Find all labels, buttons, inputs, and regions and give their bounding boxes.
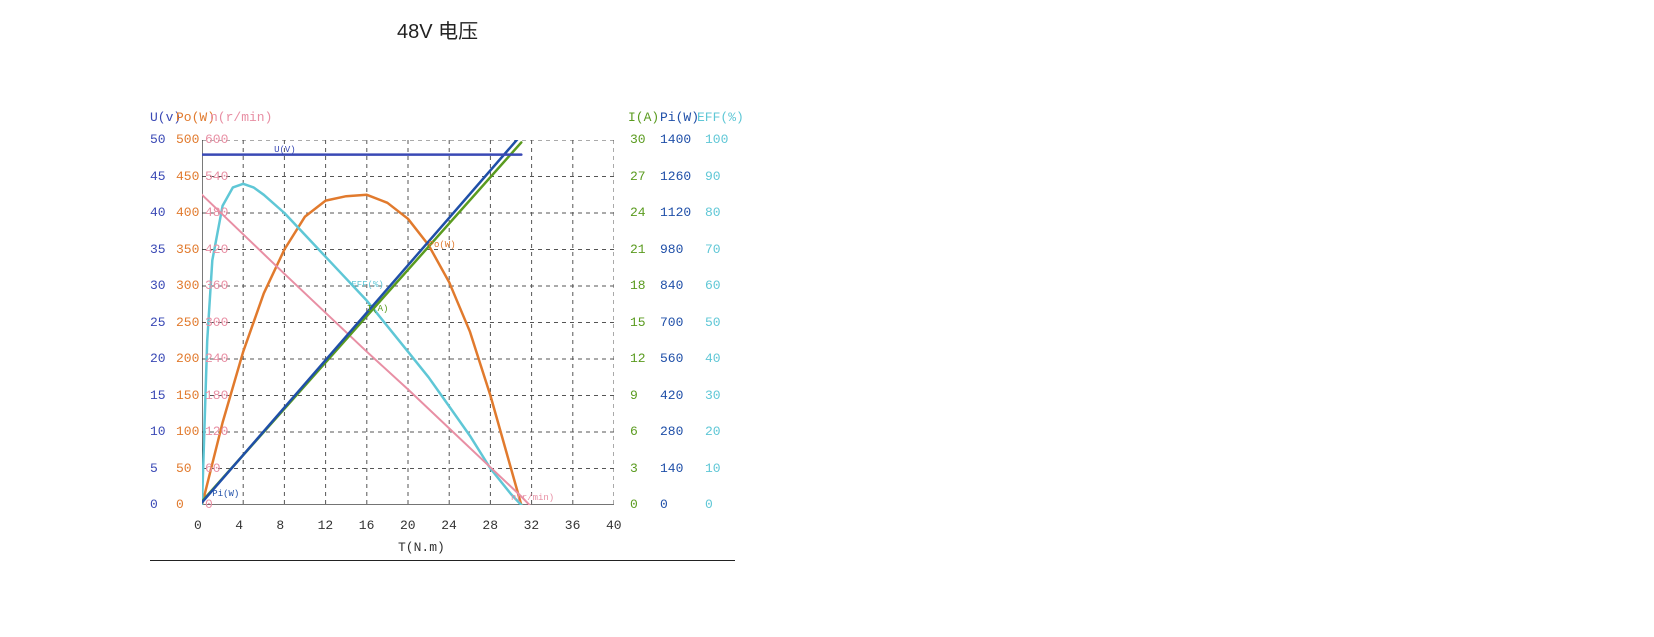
curve-label-Pi: Pi(W)	[212, 489, 239, 499]
axis-header-n: n(r/min)	[210, 110, 272, 125]
ytick-EFF: 60	[705, 278, 721, 293]
ytick-I: 12	[630, 351, 646, 366]
xtick: 12	[318, 518, 334, 533]
xtick: 16	[359, 518, 375, 533]
ytick-Pi: 980	[660, 242, 683, 257]
ytick-Pi: 1260	[660, 169, 691, 184]
ytick-Po: 200	[176, 351, 199, 366]
ytick-EFF: 50	[705, 315, 721, 330]
ytick-EFF: 70	[705, 242, 721, 257]
xtick: 28	[482, 518, 498, 533]
ytick-I: 27	[630, 169, 646, 184]
ytick-n: 600	[205, 132, 228, 147]
ytick-Pi: 1400	[660, 132, 691, 147]
ytick-U: 0	[150, 497, 158, 512]
ytick-U: 40	[150, 205, 166, 220]
ytick-U: 45	[150, 169, 166, 184]
ytick-Po: 50	[176, 461, 192, 476]
ytick-U: 20	[150, 351, 166, 366]
ytick-I: 18	[630, 278, 646, 293]
curve-n	[202, 195, 530, 505]
xtick: 36	[565, 518, 581, 533]
ytick-U: 35	[150, 242, 166, 257]
ytick-Po: 150	[176, 388, 199, 403]
ytick-Po: 350	[176, 242, 199, 257]
ytick-U: 15	[150, 388, 166, 403]
xtick: 24	[441, 518, 457, 533]
xtick: 32	[524, 518, 540, 533]
ytick-Po: 450	[176, 169, 199, 184]
xtick: 0	[194, 518, 202, 533]
curve-label-EFF: EFF(%)	[351, 280, 383, 290]
ytick-EFF: 40	[705, 351, 721, 366]
ytick-U: 25	[150, 315, 166, 330]
ytick-I: 21	[630, 242, 646, 257]
ytick-I: 6	[630, 424, 638, 439]
bottom-rule	[150, 560, 735, 561]
xtick: 20	[400, 518, 416, 533]
ytick-Po: 500	[176, 132, 199, 147]
axis-header-Pi: Pi(W)	[660, 110, 699, 125]
ytick-EFF: 0	[705, 497, 713, 512]
ytick-I: 3	[630, 461, 638, 476]
ytick-I: 0	[630, 497, 638, 512]
curve-label-n: n(r/min)	[511, 493, 554, 503]
ytick-EFF: 10	[705, 461, 721, 476]
ytick-I: 15	[630, 315, 646, 330]
ytick-EFF: 30	[705, 388, 721, 403]
xtick: 4	[235, 518, 243, 533]
ytick-n: 300	[205, 315, 228, 330]
ytick-I: 24	[630, 205, 646, 220]
ytick-Po: 400	[176, 205, 199, 220]
ytick-Pi: 560	[660, 351, 683, 366]
page: 48V 电压 Po(W)EFF(%)n(r/min)I(A)Pi(W)U(V) …	[0, 0, 1654, 637]
x-axis-title: T(N.m)	[398, 540, 445, 555]
ytick-Po: 250	[176, 315, 199, 330]
ytick-I: 9	[630, 388, 638, 403]
ytick-U: 10	[150, 424, 166, 439]
page-title: 48V 电压	[397, 15, 478, 44]
ytick-I: 30	[630, 132, 646, 147]
chart-svg	[202, 140, 614, 505]
curve-label-Po: Po(W)	[429, 240, 456, 250]
ytick-n: 180	[205, 388, 228, 403]
axis-header-EFF: EFF(%)	[697, 110, 744, 125]
xtick: 8	[276, 518, 284, 533]
ytick-Pi: 280	[660, 424, 683, 439]
xtick: 40	[606, 518, 622, 533]
ytick-U: 50	[150, 132, 166, 147]
ytick-n: 60	[205, 461, 221, 476]
ytick-Pi: 140	[660, 461, 683, 476]
ytick-U: 30	[150, 278, 166, 293]
ytick-EFF: 80	[705, 205, 721, 220]
ytick-Po: 0	[176, 497, 184, 512]
curve-label-I: I(A)	[367, 304, 389, 314]
ytick-Po: 100	[176, 424, 199, 439]
axis-header-I: I(A)	[628, 110, 659, 125]
curve-label-U: U(V)	[274, 145, 296, 155]
ytick-Pi: 700	[660, 315, 683, 330]
ytick-n: 240	[205, 351, 228, 366]
ytick-n: 540	[205, 169, 228, 184]
chart-container: Po(W) EFF(%) n(r/min) I(A) Pi(W) U(V)	[202, 140, 614, 505]
ytick-U: 5	[150, 461, 158, 476]
ytick-Pi: 1120	[660, 205, 691, 220]
ytick-n: 120	[205, 424, 228, 439]
ytick-n: 0	[205, 497, 213, 512]
ytick-n: 420	[205, 242, 228, 257]
ytick-n: 360	[205, 278, 228, 293]
ytick-EFF: 20	[705, 424, 721, 439]
ytick-Pi: 840	[660, 278, 683, 293]
ytick-EFF: 90	[705, 169, 721, 184]
ytick-Po: 300	[176, 278, 199, 293]
ytick-Pi: 420	[660, 388, 683, 403]
ytick-EFF: 100	[705, 132, 728, 147]
ytick-n: 480	[205, 205, 228, 220]
ytick-Pi: 0	[660, 497, 668, 512]
